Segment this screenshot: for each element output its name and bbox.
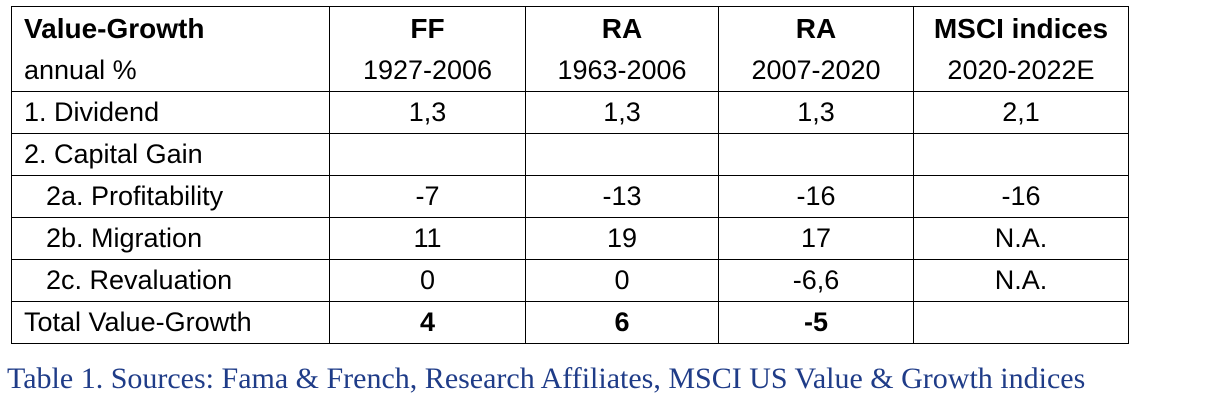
column-header-ra-2007: RA 2007-2020 <box>718 6 914 92</box>
table-row-dividend: 1. Dividend 1,3 1,3 1,3 2,1 <box>11 91 1129 134</box>
column-name: RA <box>601 13 643 44</box>
table-cell: 1,3 <box>718 91 914 134</box>
column-header-ra-1963: RA 1963-2006 <box>525 6 719 92</box>
table-cell: 4 <box>329 301 526 344</box>
value-growth-table: Value-Growth annual % FF 1927-2006 RA 19… <box>11 6 1129 344</box>
table-header-row: Value-Growth annual % FF 1927-2006 RA 19… <box>11 6 1129 92</box>
table-cell: N.A. <box>913 259 1129 302</box>
column-header-ff: FF 1927-2006 <box>329 6 526 92</box>
column-period: 2007-2020 <box>751 55 881 85</box>
column-header-msci: MSCI indices 2020-2022E <box>913 6 1129 92</box>
table-cell: N.A. <box>913 217 1129 260</box>
table-cell: 11 <box>329 217 526 260</box>
row-label: 1. Dividend <box>11 91 330 134</box>
table-row-profitability: 2a. Profitability -7 -13 -16 -16 <box>11 175 1129 218</box>
table-unit: annual % <box>24 55 137 85</box>
row-label: 2c. Revaluation <box>11 259 330 302</box>
table-cell <box>913 133 1129 176</box>
column-name: FF <box>410 13 445 44</box>
table-cell: 19 <box>525 217 719 260</box>
table-cell <box>718 133 914 176</box>
table-cell <box>329 133 526 176</box>
table-caption: Table 1. Sources: Fama & French, Researc… <box>7 362 1086 395</box>
table-cell: -16 <box>718 175 914 218</box>
column-period: 2020-2022E <box>947 55 1095 85</box>
row-label: 2. Capital Gain <box>11 133 330 176</box>
table-cell: 1,3 <box>525 91 719 134</box>
table-cell: -6,6 <box>718 259 914 302</box>
table-row-migration: 2b. Migration 11 19 17 N.A. <box>11 217 1129 260</box>
table-cell <box>525 133 719 176</box>
row-label: 2a. Profitability <box>11 175 330 218</box>
table-cell: 0 <box>525 259 719 302</box>
table-cell: 6 <box>525 301 719 344</box>
table-title: Value-Growth <box>24 13 205 44</box>
table-cell: -7 <box>329 175 526 218</box>
table-cell: 0 <box>329 259 526 302</box>
column-name: MSCI indices <box>933 13 1109 44</box>
column-period: 1963-2006 <box>557 55 687 85</box>
table-cell: -16 <box>913 175 1129 218</box>
table-cell: 2,1 <box>913 91 1129 134</box>
table-cell: -5 <box>718 301 914 344</box>
table-row-total: Total Value-Growth 4 6 -5 <box>11 301 1129 344</box>
column-period: 1927-2006 <box>362 55 493 85</box>
table-header-title-cell: Value-Growth annual % <box>11 6 330 92</box>
table-cell: 1,3 <box>329 91 526 134</box>
column-name: RA <box>795 13 837 44</box>
row-label: Total Value-Growth <box>11 301 330 344</box>
table-cell <box>913 301 1129 344</box>
table-row-revaluation: 2c. Revaluation 0 0 -6,6 N.A. <box>11 259 1129 302</box>
table-row-capital-gain: 2. Capital Gain <box>11 133 1129 176</box>
table-cell: 17 <box>718 217 914 260</box>
row-label: 2b. Migration <box>11 217 330 260</box>
table-cell: -13 <box>525 175 719 218</box>
